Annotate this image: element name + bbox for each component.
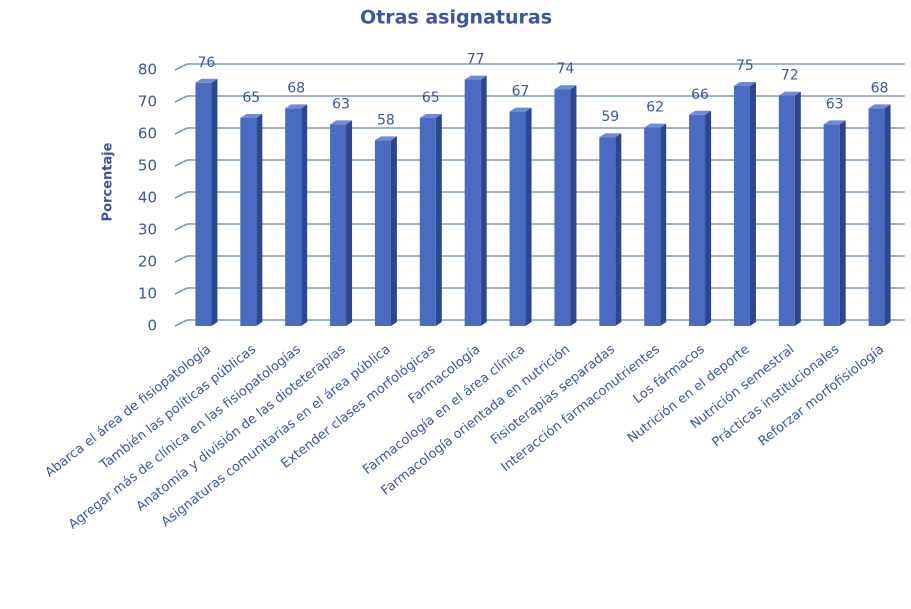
bar-side (660, 123, 667, 326)
data-label: 62 (646, 100, 664, 116)
bar-side (570, 85, 577, 326)
bar (599, 137, 616, 326)
grid-line (174, 63, 905, 71)
y-tick-label: 50 (138, 157, 157, 175)
bar-side (390, 136, 397, 326)
bar (195, 82, 212, 326)
bar-top (195, 78, 218, 83)
y-tick-label: 20 (138, 253, 157, 271)
chart-title: Otras asignaturas (360, 7, 552, 29)
data-label: 58 (377, 112, 395, 128)
bar (285, 108, 302, 327)
bar (464, 79, 481, 326)
x-tick-label: Anatomía y división de las dioteterapias (134, 342, 349, 515)
bar (240, 118, 257, 326)
bar-top (778, 91, 801, 96)
bar (509, 111, 526, 326)
y-tick-label: 60 (138, 125, 157, 143)
data-label: 59 (601, 109, 619, 125)
bar-side (839, 120, 846, 327)
data-label: 67 (512, 84, 530, 100)
bar (868, 108, 885, 327)
data-label: 68 (287, 80, 305, 96)
bar-top (599, 133, 622, 138)
bar-top (868, 104, 891, 109)
data-label: 66 (691, 87, 709, 103)
bar-side (705, 110, 712, 326)
bar-top (644, 123, 667, 128)
y-axis-title: Porcentaje (101, 142, 116, 221)
bar (554, 89, 571, 326)
x-tick-label: Farmacología en el área clínica (360, 342, 528, 478)
bar-side (301, 104, 308, 327)
data-label: 74 (557, 61, 575, 77)
bar-top (374, 136, 397, 141)
bar-top (733, 82, 756, 86)
bar-side (480, 75, 487, 326)
bar-side (435, 114, 442, 326)
data-label: 77 (467, 52, 485, 68)
data-label: 65 (422, 90, 440, 106)
bar-side (794, 91, 801, 326)
bar-top (823, 120, 846, 125)
bar-top (285, 104, 308, 109)
y-tick-label: 80 (138, 61, 157, 79)
y-tick-label: 30 (138, 221, 157, 239)
bar-top (509, 107, 532, 112)
data-label: 76 (198, 55, 216, 71)
bar (689, 114, 706, 326)
bar (374, 140, 391, 326)
y-tick-label: 70 (138, 93, 157, 111)
bar-side (256, 114, 263, 326)
bar-side (615, 133, 622, 326)
bar-top (689, 110, 712, 115)
data-label: 65 (242, 90, 260, 106)
data-label: 63 (826, 96, 844, 112)
grid-line (174, 95, 905, 103)
bar (419, 118, 436, 326)
bar-side (211, 78, 218, 326)
y-tick-label: 0 (147, 317, 157, 335)
data-label: 72 (781, 68, 799, 84)
bar-top (464, 75, 487, 80)
bar (778, 95, 795, 326)
bar-side (749, 82, 756, 326)
bar-top (554, 85, 577, 90)
bar (733, 86, 750, 326)
bar (644, 127, 661, 326)
data-label: 63 (332, 96, 350, 112)
bar-side (525, 107, 532, 326)
y-tick-label: 10 (138, 285, 157, 303)
y-tick-label: 40 (138, 189, 157, 207)
bar-side (346, 120, 353, 327)
bar (823, 124, 840, 327)
bar-top (240, 114, 263, 118)
bar-side (884, 104, 891, 327)
data-label: 75 (736, 58, 754, 74)
bar (330, 124, 347, 327)
data-label: 68 (871, 80, 889, 96)
bar-top (330, 120, 353, 125)
bar-top (419, 114, 442, 118)
